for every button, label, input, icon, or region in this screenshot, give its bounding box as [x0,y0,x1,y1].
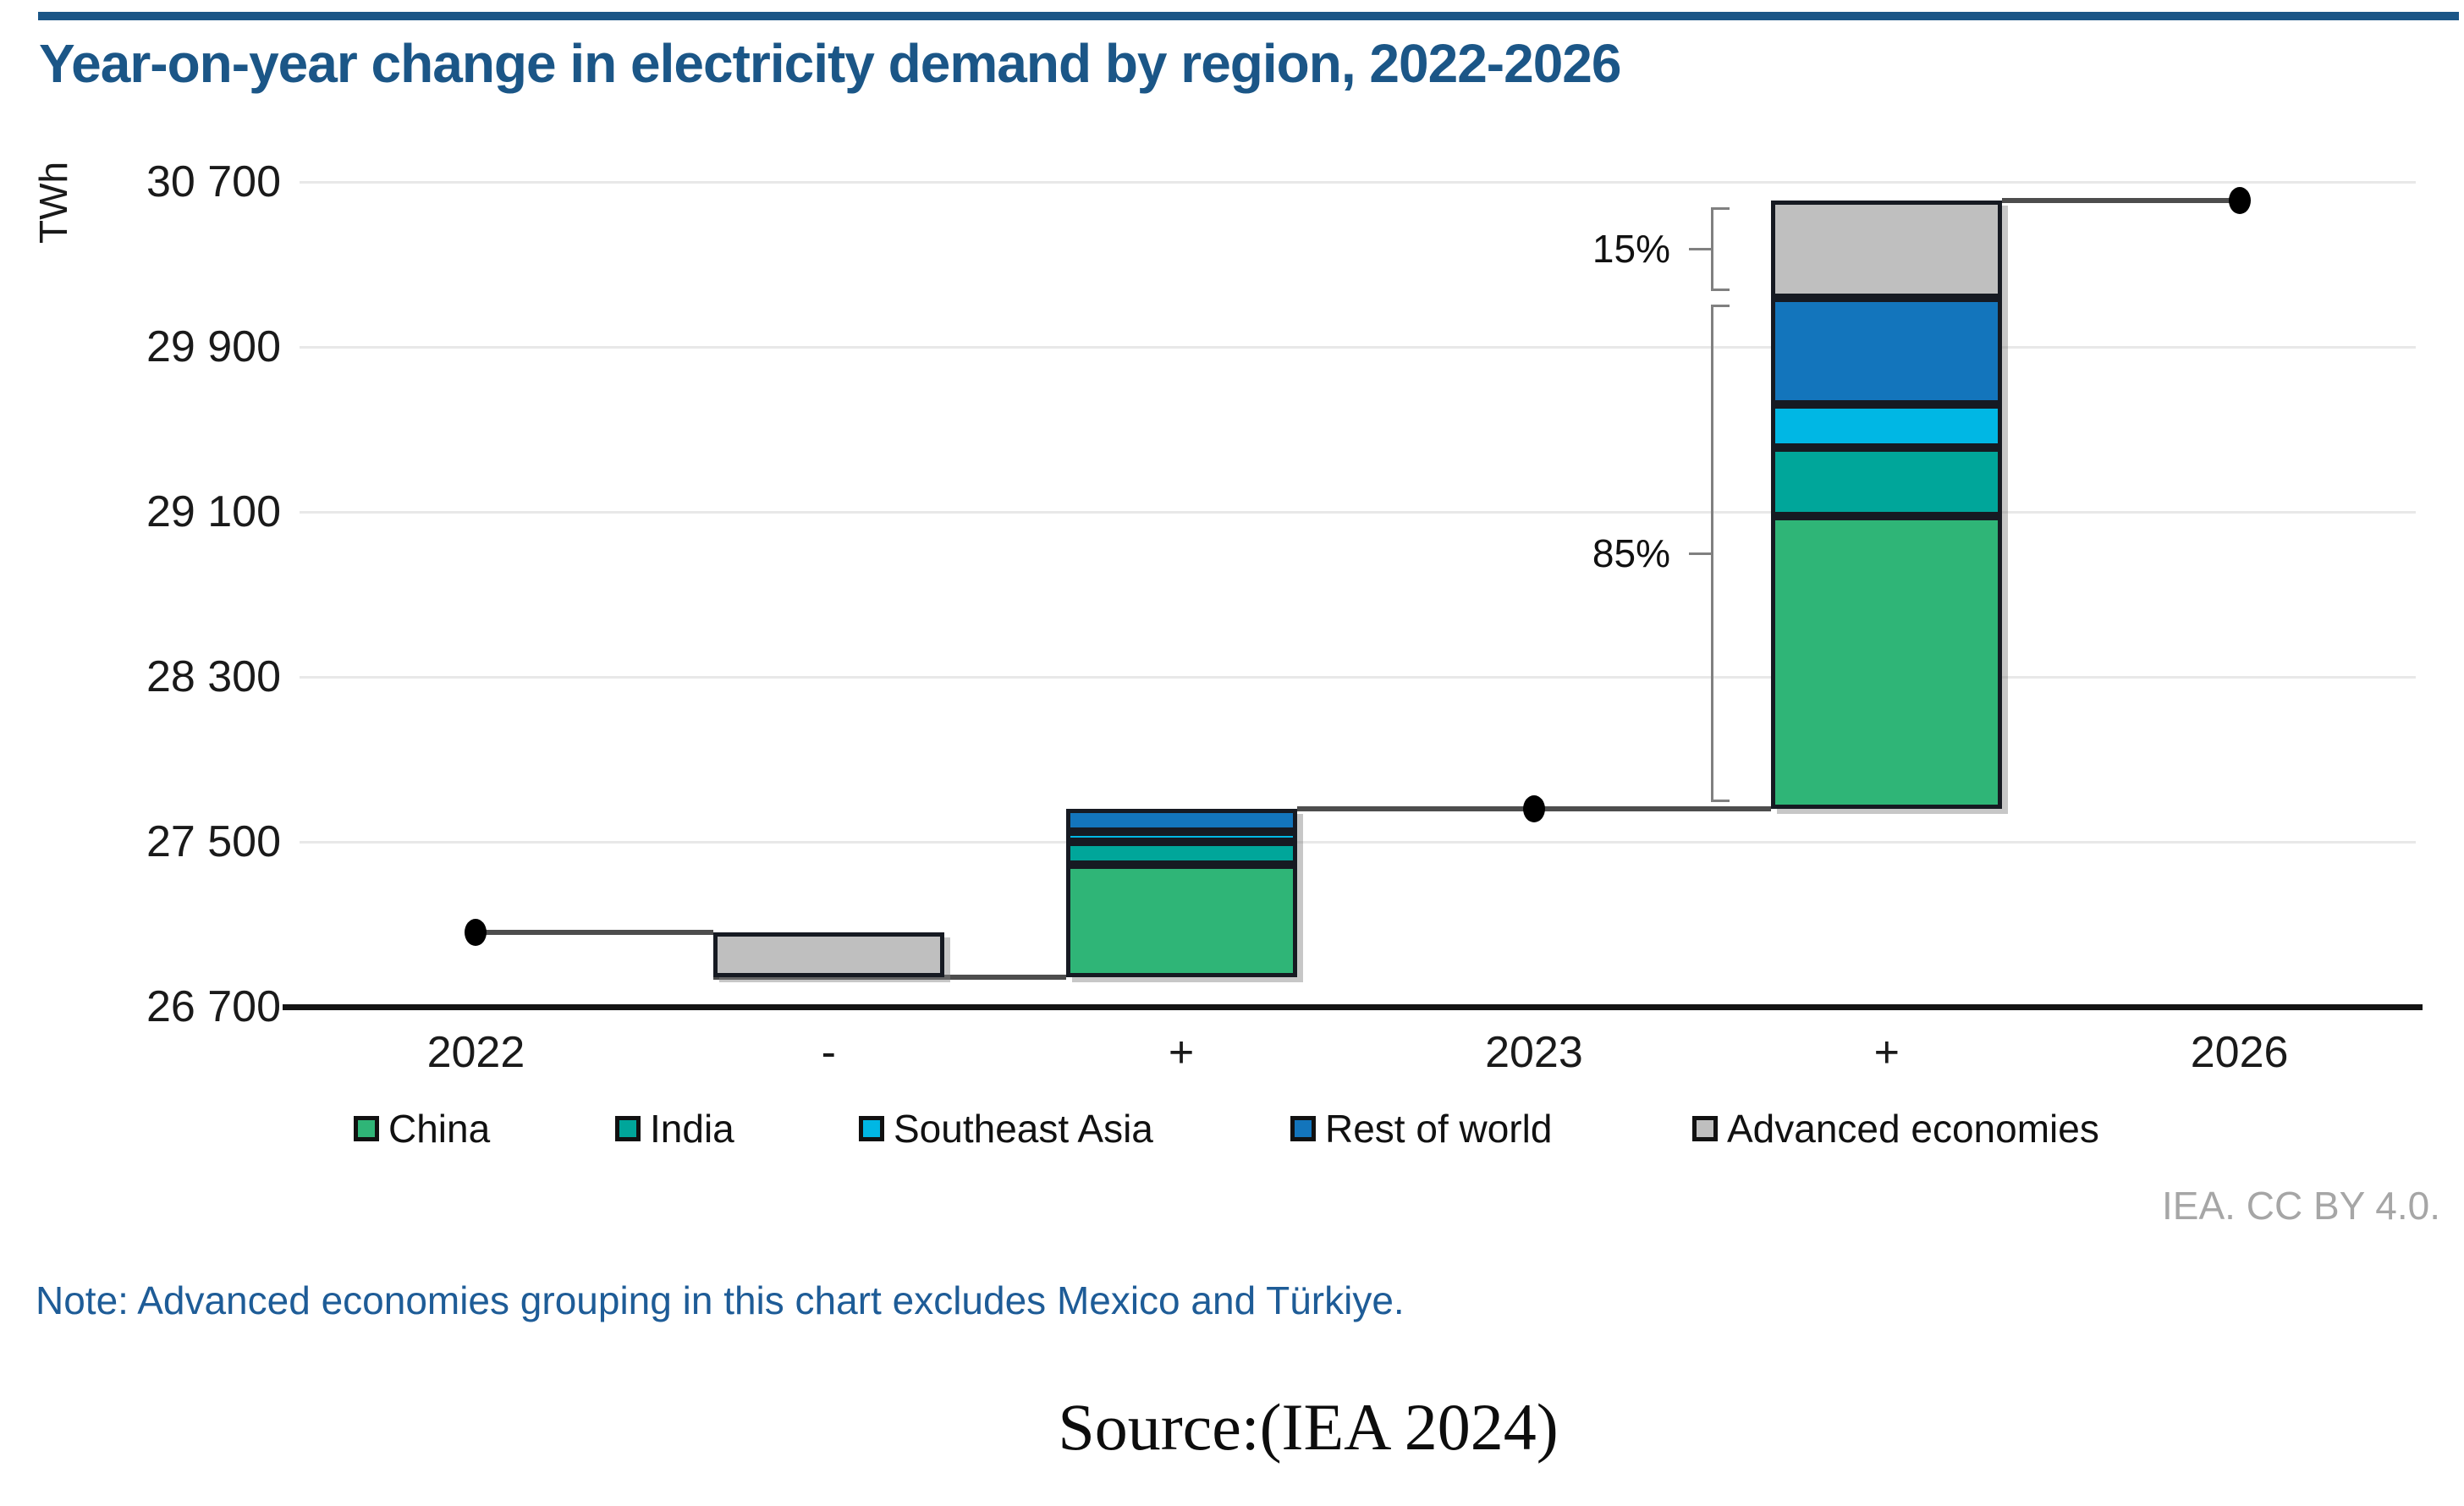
x-tick-label: 2023 [1485,1028,1583,1077]
legend-swatch-advanced-economies [1692,1116,1718,1141]
legend-label: Southeast Asia [894,1107,1153,1151]
y-tick-label: 30 700 [146,157,281,206]
bracket-arm-top [1711,304,1730,307]
y-axis-unit-label: TWh [31,161,75,244]
x-tick-label: + [1168,1028,1195,1077]
gridline [300,511,2416,514]
note-text: Note: Advanced economies grouping in thi… [36,1278,1405,1322]
bar-segment-southeast-asia [1065,831,1297,842]
legend-item-rest-of-world: Rest of world [1290,1109,1552,1148]
bar-segment-rest-of-world [1065,809,1297,832]
legend-label: India [650,1107,734,1151]
bracket-arm-top [1711,206,1730,210]
bracket-vertical [1711,304,1713,802]
bracket-arm-bottom [1711,800,1730,802]
bar-segment-advanced-economies [1771,200,2003,298]
legend-item-china: China [354,1109,490,1148]
waterfall-bar [1771,200,2003,809]
legend-label: Advanced economies [1727,1107,2099,1151]
bar-segment-southeast-asia [1771,404,2003,448]
y-tick-label: 29 900 [146,322,281,371]
accent-divider [38,12,2459,20]
level-dot [465,919,487,947]
waterfall-bar [1065,809,1297,977]
legend: China India Southeast Asia Rest of world Adv… [0,1109,2464,1160]
legend-swatch-southeast-asia [859,1116,884,1141]
y-tick-label: 29 100 [146,487,281,536]
x-axis-line [283,1004,2423,1010]
chart-title: Year-on-year change in electricity deman… [39,33,1621,94]
bar-segment-india [1771,448,2003,516]
bar-segment-advanced-economies [712,932,944,977]
source-text: Source:(IEA 2024) [1058,1390,1559,1464]
y-tick-label: 27 500 [146,817,281,866]
level-dot [2228,186,2251,214]
legend-swatch-china [354,1116,379,1141]
x-tick-label: 2022 [426,1028,525,1077]
y-tick-label: 28 300 [146,652,281,701]
bracket-nub [1689,248,1711,251]
bracket-vertical [1711,206,1713,291]
legend-item-india: India [615,1109,734,1148]
bracket-percent-label: 15% [1592,227,1670,272]
level-dot [1522,795,1545,822]
legend-swatch-rest-of-world [1290,1116,1316,1141]
waterfall-connector [2002,197,2240,203]
x-tick-label: - [821,1028,836,1077]
bar-segment-rest-of-world [1771,297,2003,405]
legend-label: Rest of world [1325,1107,1553,1151]
waterfall-bar [712,932,944,977]
x-tick-label: + [1873,1028,1900,1077]
gridline [300,346,2416,349]
gridline [300,676,2416,679]
x-tick-label: 2026 [2190,1028,2289,1077]
gridline [300,841,2416,844]
y-tick-label: 26 700 [146,982,281,1031]
bracket-arm-bottom [1711,288,1730,291]
legend-item-southeast-asia: Southeast Asia [859,1109,1153,1148]
waterfall-connector [476,930,713,936]
waterfall-connector [712,974,1066,980]
bar-segment-china [1065,864,1297,977]
bracket-nub [1689,552,1711,555]
legend-swatch-india [615,1116,641,1141]
bracket-percent-label: 85% [1592,530,1670,575]
legend-item-advanced-economies: Advanced economies [1692,1109,2099,1148]
gridline [300,181,2416,184]
bar-segment-china [1771,515,2003,809]
bar-segment-india [1065,842,1297,865]
attribution-text: IEA. CC BY 4.0. [2162,1184,2440,1228]
legend-label: China [388,1107,491,1151]
